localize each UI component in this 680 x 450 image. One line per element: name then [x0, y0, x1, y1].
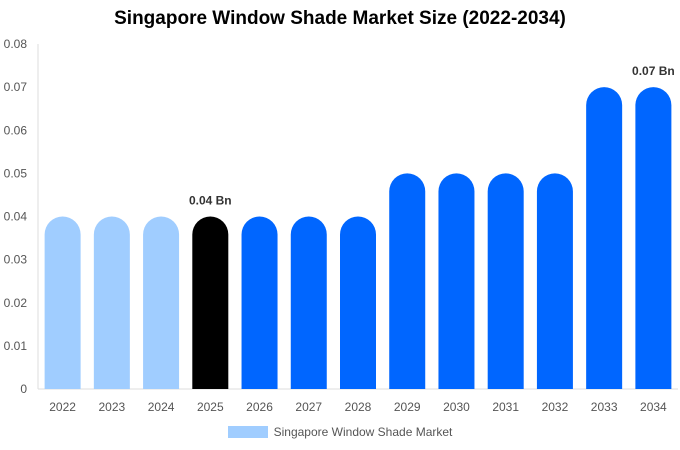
y-tick-label: 0.05: [4, 166, 28, 180]
x-tick-label: 2031: [492, 400, 519, 414]
x-tick-label: 2033: [591, 400, 618, 414]
legend[interactable]: Singapore Window Shade Market: [0, 425, 680, 439]
bar-2025[interactable]: [192, 216, 229, 390]
data-labels-group: 0.04 Bn 0.07 Bn: [189, 64, 675, 207]
x-tick-label: 2029: [394, 400, 421, 414]
y-tick-label: 0.04: [4, 210, 28, 224]
x-tick-label: 2028: [345, 400, 372, 414]
chart-title: Singapore Window Shade Market Size (2022…: [114, 8, 566, 29]
bar-2029[interactable]: [389, 173, 426, 389]
y-tick-label: 0.02: [4, 296, 28, 310]
data-label-2034: 0.07 Bn: [632, 64, 675, 78]
x-tick-label: 2024: [148, 400, 175, 414]
bar-2027[interactable]: [290, 216, 327, 390]
bars-group: [44, 87, 672, 390]
bar-2032[interactable]: [536, 173, 573, 389]
x-tick-label: 2034: [640, 400, 667, 414]
y-tick-label: 0.07: [4, 80, 28, 94]
x-tick-label: 2030: [443, 400, 470, 414]
y-tick-label: 0.06: [4, 123, 28, 137]
bar-2022[interactable]: [44, 216, 81, 389]
y-tick-label: 0.01: [4, 339, 28, 353]
x-tick-label: 2022: [49, 400, 76, 414]
x-tick-label: 2023: [98, 400, 125, 414]
x-tick-label: 2027: [295, 400, 322, 414]
y-tick-label: 0.08: [4, 37, 28, 51]
bar-2023[interactable]: [93, 216, 130, 390]
bar-2033[interactable]: [586, 87, 623, 389]
data-label-2025: 0.04 Bn: [189, 194, 232, 208]
x-tick-label: 2032: [542, 400, 569, 414]
legend-label: Singapore Window Shade Market: [273, 425, 453, 439]
x-tick-label: 2026: [246, 400, 273, 414]
bar-2031[interactable]: [487, 173, 524, 389]
x-tick-label: 2025: [197, 400, 224, 414]
y-tick-label: 0.03: [4, 253, 28, 267]
x-axis: 2022 2023 2024 2025 2026 2027 2028 2029 2030 2031…: [38, 388, 678, 414]
bar-2030[interactable]: [438, 173, 475, 389]
bar-2034[interactable]: [635, 87, 672, 389]
legend-swatch: [227, 426, 268, 438]
bar-2028[interactable]: [340, 216, 376, 390]
bar-2026[interactable]: [241, 216, 278, 389]
y-tick-label: 0: [20, 382, 27, 396]
bar-2024[interactable]: [143, 216, 180, 390]
y-axis: 0 0.01 0.02 0.03 0.04 0.05 0.06 0.07 0.08: [4, 37, 39, 396]
